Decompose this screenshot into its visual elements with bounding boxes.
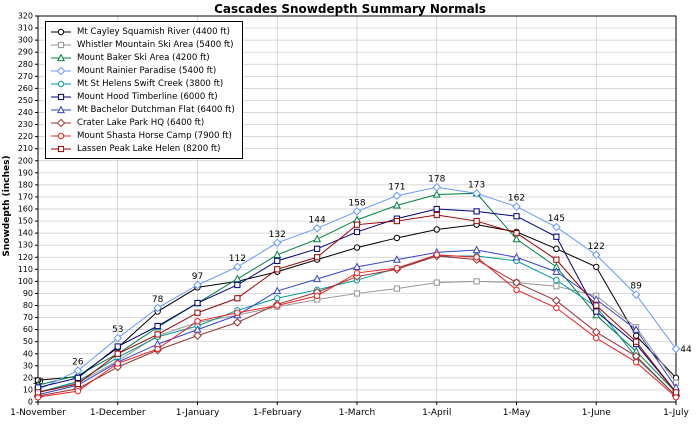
svg-text:162: 162 — [508, 194, 525, 204]
svg-text:220: 220 — [18, 132, 33, 141]
legend-marker-icon — [51, 145, 71, 152]
svg-text:270: 270 — [18, 72, 33, 81]
svg-text:90: 90 — [23, 289, 33, 298]
svg-text:145: 145 — [548, 214, 565, 224]
legend-label: Mount Rainier Paradise (5400 ft) — [77, 65, 217, 76]
svg-text:1-March: 1-March — [339, 408, 375, 418]
legend-marker-icon — [51, 80, 71, 87]
svg-text:1-November: 1-November — [10, 408, 66, 418]
svg-text:320: 320 — [18, 12, 33, 21]
svg-text:100: 100 — [18, 277, 33, 286]
svg-text:1-May: 1-May — [503, 408, 531, 418]
legend-item-3: Mount Rainier Paradise (5400 ft) — [50, 64, 235, 77]
legend-item-9: Lassen Peak Lake Helen (8200 ft) — [50, 142, 235, 155]
svg-text:89: 89 — [630, 282, 642, 292]
legend-marker-icon — [51, 93, 71, 100]
svg-text:240: 240 — [18, 108, 33, 117]
legend-label: Lassen Peak Lake Helen (8200 ft) — [77, 143, 221, 154]
svg-text:170: 170 — [18, 192, 33, 201]
svg-text:70: 70 — [23, 313, 33, 322]
svg-text:10: 10 — [23, 385, 33, 394]
legend: Mt Cayley Squamish River (4400 ft) Whistl… — [45, 21, 243, 159]
svg-text:150: 150 — [18, 217, 33, 226]
legend-marker-icon — [51, 105, 71, 113]
legend-item-8: Mount Shasta Horse Camp (7900 ft) — [50, 129, 235, 142]
legend-marker-icon — [51, 118, 71, 127]
svg-text:30: 30 — [23, 361, 33, 370]
svg-text:144: 144 — [309, 215, 326, 225]
svg-text:120: 120 — [18, 253, 33, 262]
svg-text:200: 200 — [18, 156, 33, 165]
svg-text:1-December: 1-December — [90, 408, 146, 418]
svg-text:310: 310 — [18, 24, 33, 33]
chart-title: Cascades Snowdepth Summary Normals — [214, 2, 486, 16]
legend-label: Mt Cayley Squamish River (4400 ft) — [77, 26, 230, 37]
legend-marker-icon — [51, 41, 71, 48]
svg-text:110: 110 — [18, 265, 33, 274]
svg-text:130: 130 — [18, 241, 33, 250]
svg-text:173: 173 — [468, 180, 485, 190]
legend-label: Crater Lake Park HQ (6400 ft) — [77, 117, 205, 128]
svg-text:1-February: 1-February — [253, 408, 303, 418]
legend-label: Mt Bachelor Dutchman Flat (6400 ft) — [77, 104, 235, 115]
svg-text:290: 290 — [18, 48, 33, 57]
svg-text:1-June: 1-June — [582, 408, 612, 418]
svg-text:112: 112 — [229, 254, 246, 264]
svg-text:260: 260 — [18, 84, 33, 93]
legend-marker-icon — [51, 66, 71, 75]
svg-text:140: 140 — [18, 229, 33, 238]
svg-text:132: 132 — [269, 230, 286, 240]
legend-item-4: Mt St Helens Swift Creek (3800 ft) — [50, 77, 235, 90]
legend-marker-icon — [51, 132, 71, 139]
legend-label: Mount Hood Timberline (6000 ft) — [77, 91, 218, 102]
svg-text:1-January: 1-January — [176, 408, 220, 418]
svg-text:178: 178 — [428, 174, 445, 184]
svg-text:160: 160 — [18, 205, 33, 214]
legend-item-1: Whistler Mountain Ski Area (5400 ft) — [50, 38, 235, 51]
legend-item-6: Mt Bachelor Dutchman Flat (6400 ft) — [50, 103, 235, 116]
legend-item-0: Mt Cayley Squamish River (4400 ft) — [50, 25, 235, 38]
svg-text:158: 158 — [348, 198, 365, 208]
svg-text:97: 97 — [192, 272, 203, 282]
svg-text:250: 250 — [18, 96, 33, 105]
legend-marker-icon — [51, 53, 71, 61]
legend-label: Mt St Helens Swift Creek (3800 ft) — [77, 78, 224, 89]
svg-text:50: 50 — [23, 337, 33, 346]
svg-text:1-July: 1-July — [663, 408, 689, 418]
svg-text:1-April: 1-April — [422, 408, 451, 418]
svg-text:180: 180 — [18, 180, 33, 189]
legend-marker-icon — [51, 28, 71, 35]
legend-label: Mount Shasta Horse Camp (7900 ft) — [77, 130, 232, 141]
svg-text:190: 190 — [18, 168, 33, 177]
legend-label: Mount Baker Ski Area (4200 ft) — [77, 52, 210, 63]
svg-text:230: 230 — [18, 120, 33, 129]
svg-text:210: 210 — [18, 144, 33, 153]
svg-text:40: 40 — [23, 349, 33, 358]
svg-text:60: 60 — [23, 325, 33, 334]
svg-text:280: 280 — [18, 60, 33, 69]
svg-text:122: 122 — [588, 242, 605, 252]
legend-item-2: Mount Baker Ski Area (4200 ft) — [50, 51, 235, 64]
legend-item-7: Crater Lake Park HQ (6400 ft) — [50, 116, 235, 129]
svg-text:300: 300 — [18, 36, 33, 45]
svg-text:78: 78 — [152, 295, 164, 305]
svg-text:10: 10 — [32, 377, 44, 387]
svg-text:53: 53 — [112, 325, 123, 335]
svg-text:0: 0 — [28, 398, 33, 407]
svg-text:171: 171 — [388, 183, 405, 193]
svg-text:20: 20 — [23, 373, 33, 382]
legend-label: Whistler Mountain Ski Area (5400 ft) — [77, 39, 234, 50]
legend-item-5: Mount Hood Timberline (6000 ft) — [50, 90, 235, 103]
svg-text:44: 44 — [680, 345, 692, 355]
svg-text:80: 80 — [23, 301, 33, 310]
svg-text:26: 26 — [72, 358, 84, 368]
